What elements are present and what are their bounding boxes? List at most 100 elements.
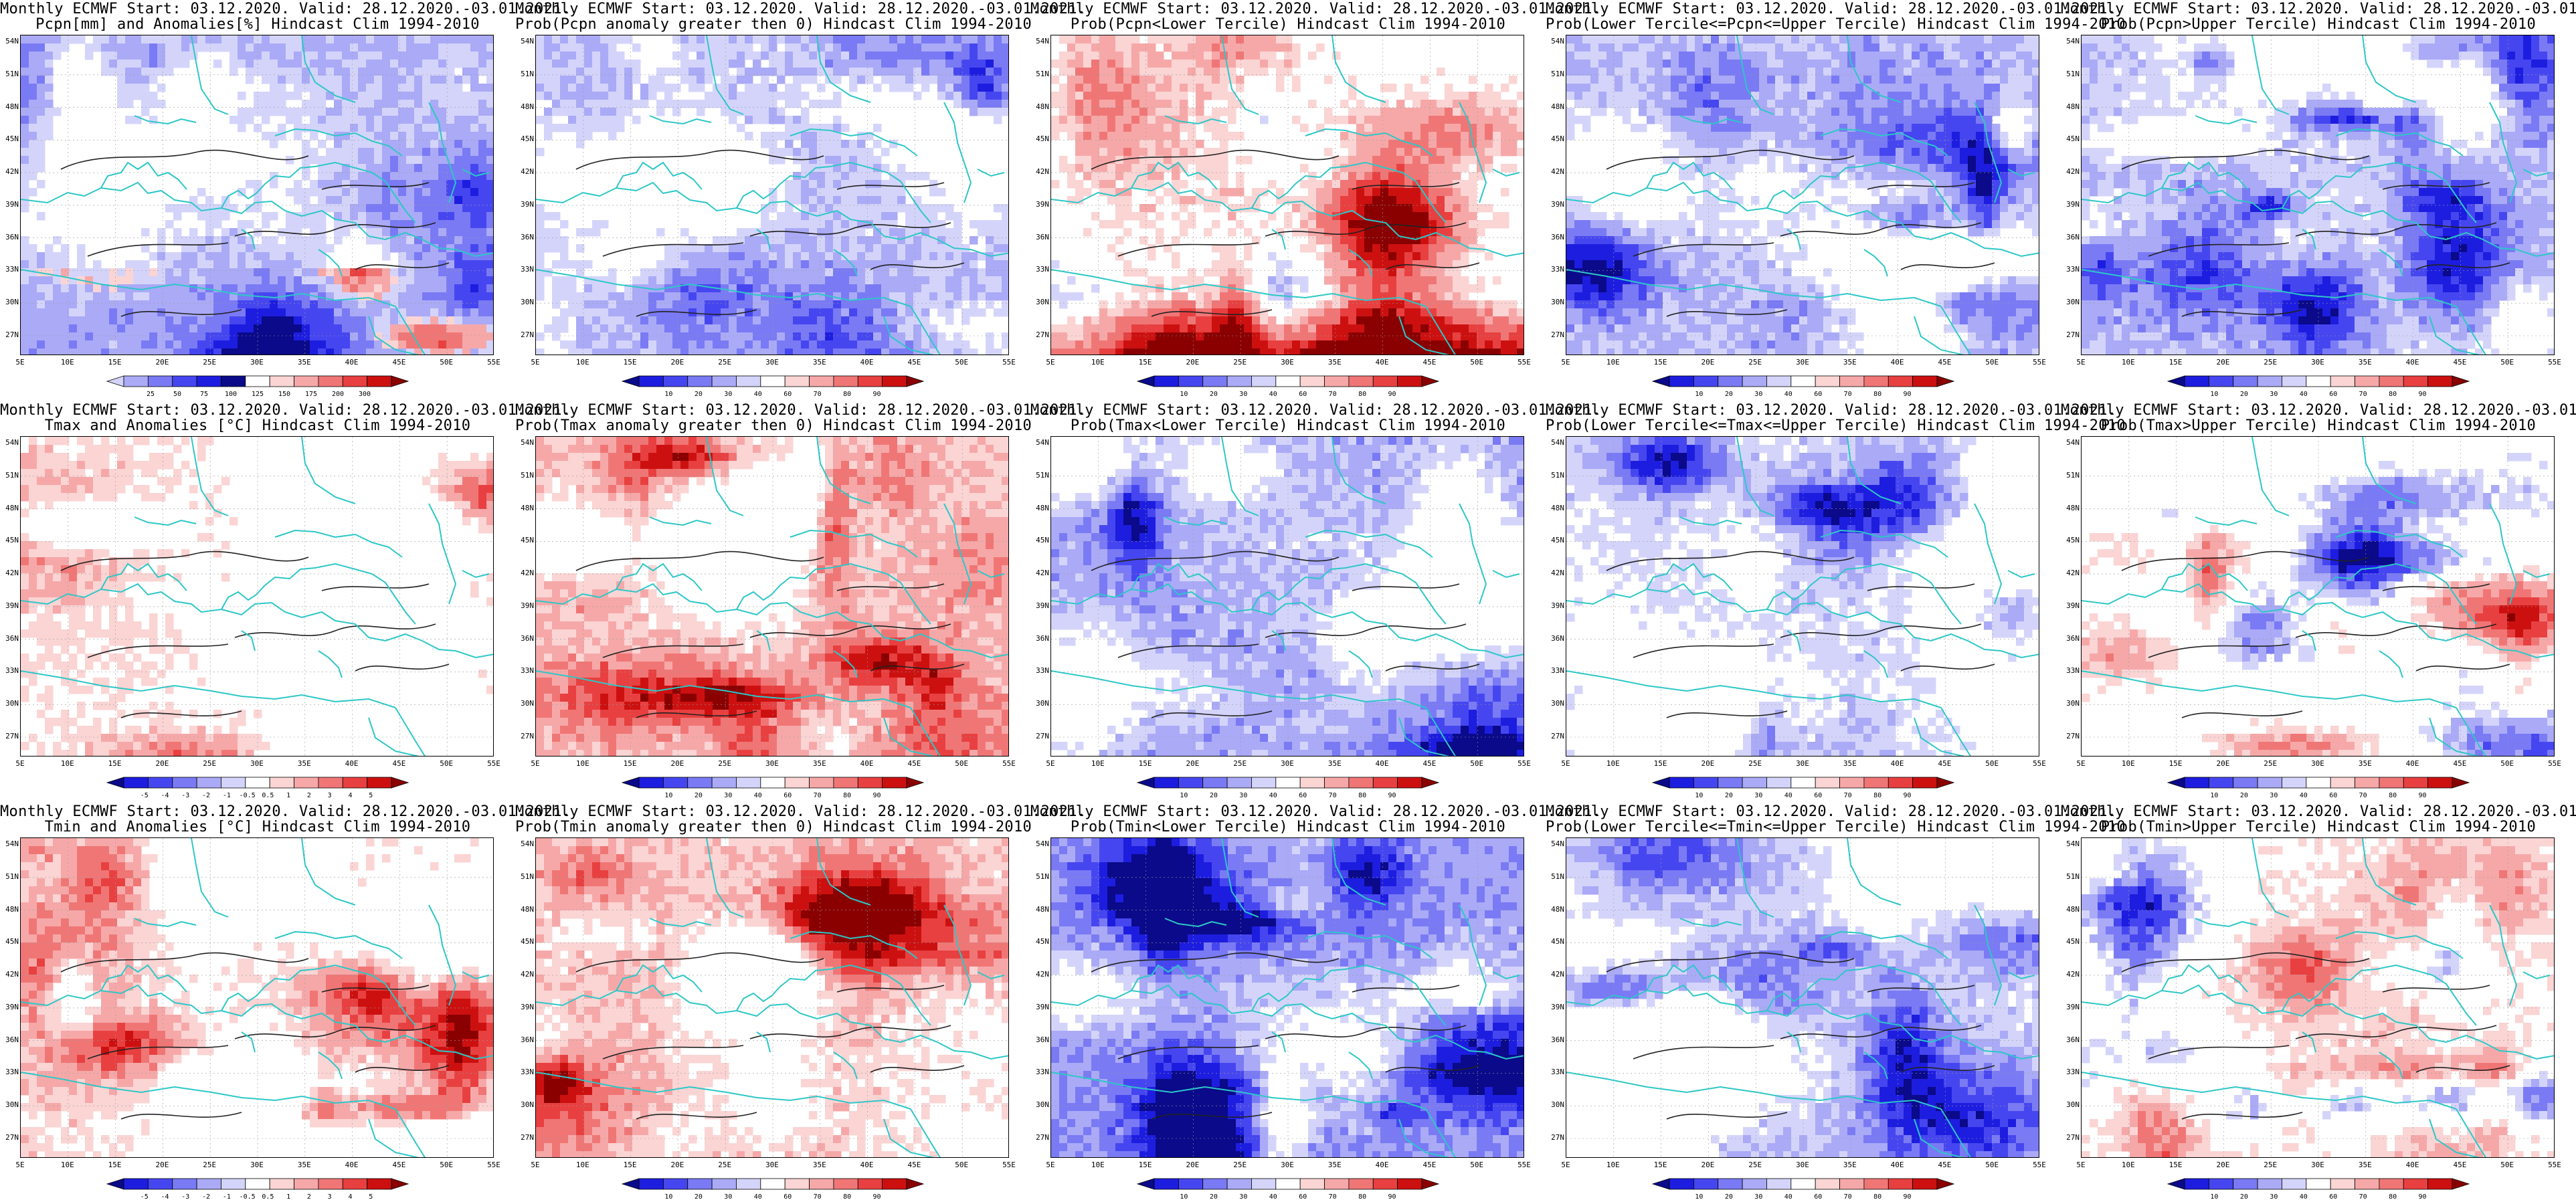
- lat-tick-label: 39N: [0, 200, 19, 209]
- colorbar-swatch: [1421, 777, 1440, 789]
- lon-tick-label: 30E: [250, 760, 264, 768]
- shaded-field: [1051, 838, 1524, 1157]
- lon-tick-label: 45E: [907, 359, 921, 367]
- lat-tick-label: 54N: [1030, 37, 1049, 45]
- colorbar-swatch: [1275, 375, 1301, 387]
- colorbar-swatch: [391, 777, 409, 789]
- colorbar-tick-label: 90: [1388, 792, 1396, 799]
- panel-title-line2: Prob(Tmin<Lower Tercile) Hindcast Clim 1…: [1030, 819, 1546, 835]
- colorbar-tick-label: -1: [223, 792, 231, 799]
- lat-tick-label: 27N: [1546, 732, 1564, 740]
- colorbar-swatch: [2257, 375, 2282, 387]
- lon-tick-label: 10E: [2122, 760, 2135, 768]
- lat-tick-label: 54N: [1030, 840, 1049, 848]
- lon-tick-label: 15E: [1654, 760, 1667, 768]
- shaded-field: [536, 437, 1008, 756]
- graticule: [2082, 35, 2554, 355]
- panel-title-line1: Monthly ECMWF Start: 03.12.2020. Valid: …: [515, 1, 1086, 17]
- colorbar-tick-label: 90: [873, 792, 881, 799]
- colorbar-tick-label: 70: [2359, 792, 2367, 799]
- colorbar-tick-label: 80: [1873, 1193, 1881, 1201]
- colorbar-swatch: [1693, 1178, 1719, 1190]
- coastlines: [21, 35, 493, 355]
- coastlines: [1566, 35, 2039, 355]
- colorbar-swatch: [857, 1178, 883, 1190]
- colorbar-tick-label: 40: [2300, 1193, 2308, 1201]
- colorbar: [106, 375, 409, 388]
- lon-tick-label: 55E: [1517, 359, 1531, 367]
- colorbar-swatch: [1348, 375, 1374, 387]
- lat-tick-label: 45N: [1546, 135, 1564, 143]
- colorbar-tick-label: 60: [1814, 792, 1822, 799]
- lon-tick-label: 45E: [907, 760, 921, 768]
- lat-tick-label: 54N: [2061, 37, 2080, 45]
- lon-tick-label: 30E: [2311, 760, 2324, 768]
- lon-tick-label: 15E: [108, 760, 122, 768]
- colorbar-tick-label: 3: [328, 1193, 332, 1201]
- lat-tick-label: 33N: [1546, 266, 1564, 274]
- lat-tick-label: 39N: [1030, 200, 1049, 209]
- colorbar-tick-label: 60: [1299, 1193, 1307, 1201]
- colorbar-swatch: [2282, 375, 2307, 387]
- panel-title-line2: Prob(Lower Tercile<=Tmin<=Upper Tercile)…: [1546, 819, 2126, 835]
- lat-tick-label: 33N: [1030, 1068, 1049, 1076]
- lat-tick-label: 39N: [2061, 200, 2080, 209]
- colorbar-swatch: [621, 375, 640, 387]
- lon-tick-label: 55E: [1002, 359, 1016, 367]
- lon-tick-label: 55E: [1517, 760, 1531, 768]
- lon-tick-label: 45E: [1938, 359, 1951, 367]
- lat-tick-label: 42N: [515, 168, 534, 176]
- panel-title-line1: Monthly ECMWF Start: 03.12.2020. Valid: …: [1546, 1, 2116, 17]
- graticule: [21, 437, 493, 756]
- lat-tick-label: 42N: [1546, 569, 1564, 577]
- colorbar-swatch: [1839, 1178, 1865, 1190]
- colorbar-swatch: [1912, 1178, 1938, 1190]
- coastlines: [21, 437, 493, 756]
- contour-lines: [1606, 149, 1995, 317]
- lat-tick-label: 54N: [0, 37, 19, 45]
- colorbar-tick-label: 40: [754, 1193, 762, 1201]
- colorbar-swatch: [662, 375, 688, 387]
- colorbar-tick-label: 80: [1358, 1193, 1366, 1201]
- colorbar-tick-label: -1: [223, 1193, 231, 1201]
- lat-tick-label: 51N: [1546, 872, 1564, 881]
- colorbar-tick-label: 60: [2329, 1193, 2337, 1201]
- colorbar-swatch: [711, 1178, 737, 1190]
- colorbar-tick-label: -2: [202, 792, 210, 799]
- colorbar-tick-label: 4: [348, 1193, 352, 1201]
- lat-tick-label: 36N: [1030, 1035, 1049, 1044]
- lat-tick-label: 30N: [2061, 700, 2080, 708]
- colorbar-tick-label: 80: [843, 792, 851, 799]
- colorbar-tick-label: 20: [695, 391, 703, 398]
- panel-title-line2: Prob(Tmax<Lower Tercile) Hindcast Clim 1…: [1030, 418, 1546, 433]
- colorbar-swatch: [882, 375, 907, 387]
- lon-tick-label: 25E: [203, 760, 216, 768]
- lon-tick-label: 35E: [1328, 1161, 1342, 1169]
- lon-tick-label: 30E: [250, 359, 264, 367]
- forecast-panel: Monthly ECMWF Start: 03.12.2020. Valid: …: [515, 803, 1086, 1204]
- panel-title-line1: Monthly ECMWF Start: 03.12.2020. Valid: …: [1546, 804, 2116, 819]
- colorbar-tick-label: 30: [1754, 792, 1762, 799]
- colorbar-tick-label: 30: [1754, 391, 1762, 398]
- colorbar-swatch: [1275, 777, 1301, 789]
- colorbar-swatch: [1718, 777, 1743, 789]
- colorbar-swatch: [2330, 777, 2355, 789]
- colorbar-swatch: [621, 1178, 640, 1190]
- lon-tick-label: 35E: [298, 760, 311, 768]
- lat-tick-label: 48N: [2061, 102, 2080, 111]
- lon-tick-label: 10E: [61, 1161, 74, 1169]
- panel-title-line1: Monthly ECMWF Start: 03.12.2020. Valid: …: [2061, 403, 2576, 418]
- shaded-field: [21, 838, 493, 1157]
- lat-tick-label: 39N: [2061, 1003, 2080, 1011]
- colorbar-swatch: [221, 375, 246, 387]
- lon-tick-label: 5E: [1046, 1161, 1054, 1169]
- colorbar-swatch: [1154, 375, 1179, 387]
- colorbar-tick-label: 40: [1784, 792, 1792, 799]
- lat-tick-label: 51N: [2061, 872, 2080, 881]
- lat-tick-label: 36N: [1546, 1035, 1564, 1044]
- colorbar: [2167, 375, 2470, 388]
- colorbar-swatch: [2452, 375, 2470, 387]
- colorbar-tick-label: 70: [1844, 1193, 1852, 1201]
- lon-tick-label: 5E: [15, 1161, 24, 1169]
- colorbar-swatch: [1136, 375, 1155, 387]
